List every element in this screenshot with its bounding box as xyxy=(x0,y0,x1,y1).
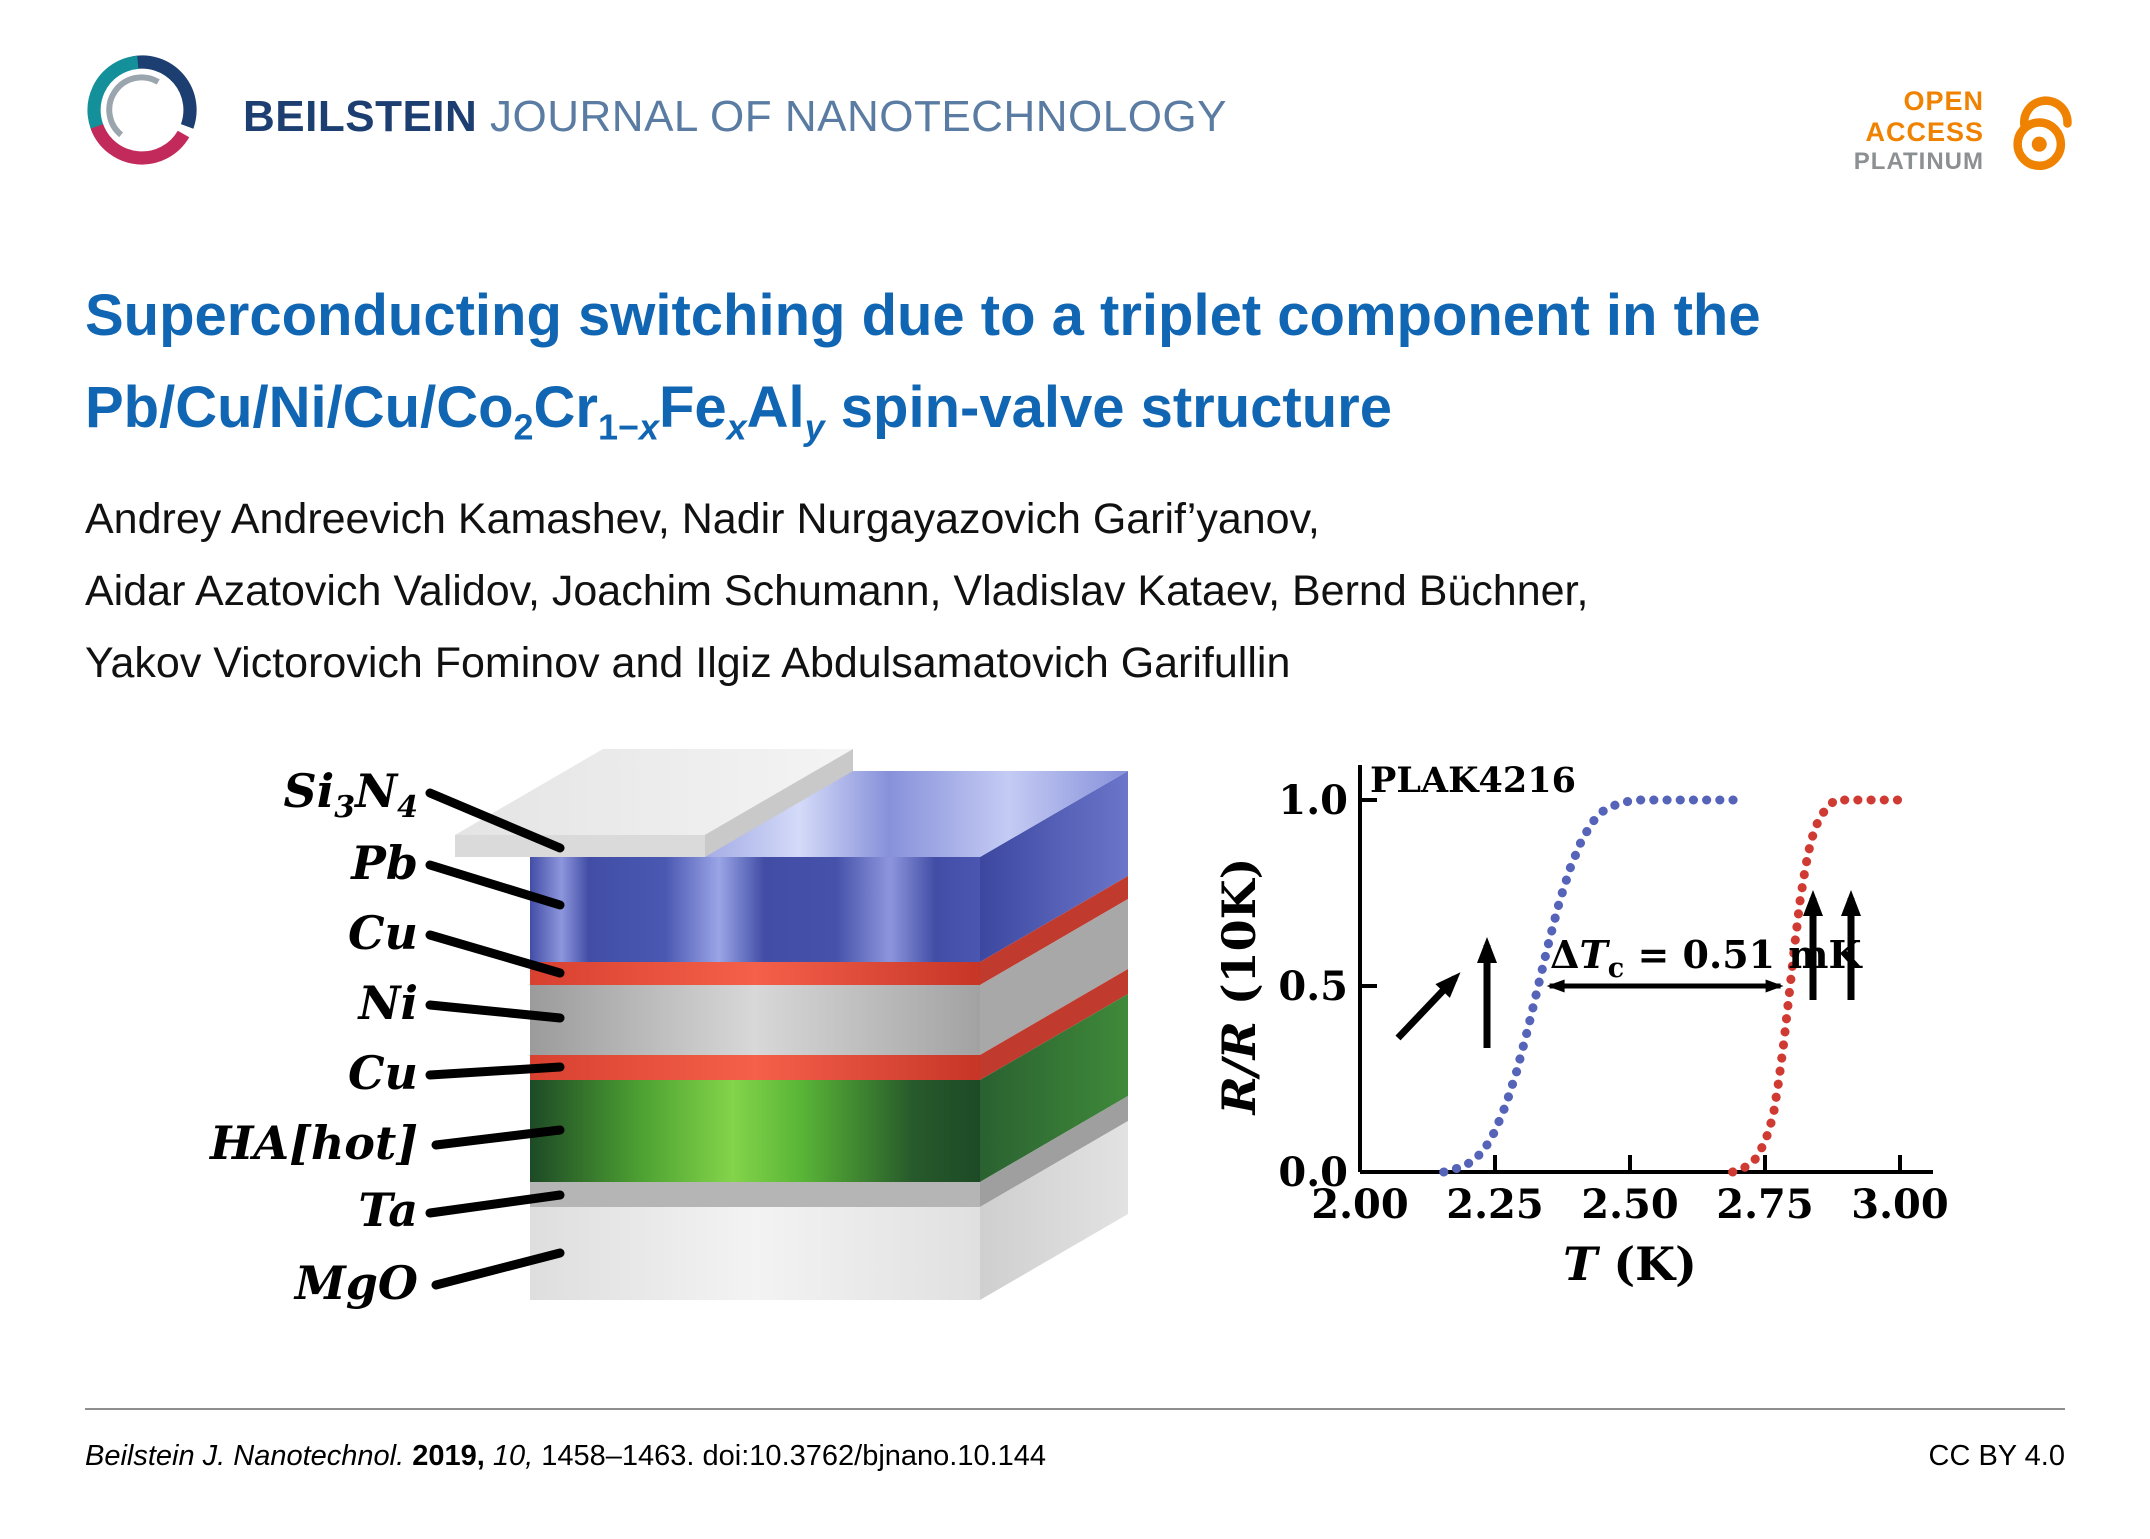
authors-line1: Andrey Andreevich Kamashev, Nadir Nurgay… xyxy=(85,495,1320,543)
layer-mgo-side xyxy=(980,1121,1128,1300)
journal-name: BEILSTEIN JOURNAL OF NANOTECHNOLOGY xyxy=(243,92,1227,142)
layer-ta-side xyxy=(980,1096,1128,1207)
access-label: ACCESS xyxy=(1865,117,1984,148)
tilted-field-arrow-icon xyxy=(1395,972,1461,1041)
sample-label: PLAK4216 xyxy=(1370,760,1576,801)
layer-label-si3n4: Si3N4 xyxy=(284,764,419,825)
open-access-badge: OPEN ACCESS PLATINUM xyxy=(1854,84,2090,178)
layer-si3n4-side xyxy=(705,749,853,857)
layer-label-cu-top: Cu xyxy=(348,906,418,960)
svg-text:0.0: 0.0 xyxy=(1278,1149,1348,1196)
svg-text:3.00: 3.00 xyxy=(1851,1181,1948,1228)
layer-pb-front xyxy=(530,857,980,962)
field-direction-arrows-left xyxy=(1395,937,1497,1048)
svg-text:2.75: 2.75 xyxy=(1716,1181,1813,1228)
layer-ni-side xyxy=(980,899,1128,1055)
page-title: Superconducting switching due to a tripl… xyxy=(85,270,2075,456)
layer-stack-figure: Si3N4 Pb Cu Ni Cu HA[hot] Ta MgO xyxy=(208,749,1128,1310)
svg-text:0.5: 0.5 xyxy=(1278,963,1348,1010)
layer-ha-front xyxy=(530,1080,980,1182)
layer-cu-top-front xyxy=(530,962,980,985)
layer-label-ha: HA[hot] xyxy=(208,1116,418,1170)
layer-cu-bottom-front xyxy=(530,1055,980,1080)
layer-label-ta: Ta xyxy=(358,1183,418,1237)
layer-label-cu-bottom: Cu xyxy=(348,1046,418,1100)
layer-label-pb: Pb xyxy=(349,836,418,890)
footer: Beilstein J. Nanotechnol. 2019, 10, 1458… xyxy=(85,1440,2065,1473)
open-access-text: OPEN ACCESS PLATINUM xyxy=(1854,86,1984,176)
layer-cu-top-side xyxy=(980,876,1128,985)
layer-si3n4-top-face xyxy=(455,749,853,835)
layer-cu-bottom-side xyxy=(980,969,1128,1080)
layer-mgo-front xyxy=(530,1207,980,1300)
authors-line2: Aidar Azatovich Validov, Joachim Schuman… xyxy=(85,566,1589,615)
svg-text:1.0: 1.0 xyxy=(1278,777,1348,824)
citation-journal: Beilstein J. Nanotechnol. xyxy=(85,1440,405,1472)
beilstein-logo-icon xyxy=(87,55,197,165)
footer-divider xyxy=(85,1408,2065,1410)
layer-ha-side xyxy=(980,994,1128,1182)
authors-line3: Yakov Victorovich Fominov and Ilgiz Abdu… xyxy=(85,638,1291,687)
layer-pb-side xyxy=(980,771,1128,962)
open-label: OPEN xyxy=(1903,86,1984,117)
citation-year: 2019, xyxy=(412,1440,485,1472)
citation: Beilstein J. Nanotechnol. 2019, 10, 1458… xyxy=(85,1440,1046,1473)
open-access-lock-icon xyxy=(2013,96,2072,171)
license-label: CC BY 4.0 xyxy=(1928,1440,2065,1472)
journal-name-bold: BEILSTEIN xyxy=(243,92,478,141)
authors: Andrey Andreevich Kamashev, Nadir Nurgay… xyxy=(85,484,1588,699)
layer-si3n4-front xyxy=(455,835,705,857)
y-axis-label: R/R (10K) xyxy=(1215,858,1266,1117)
citation-pages-doi: 1458–1463. doi:10.3762/bjnano.10.144 xyxy=(541,1440,1047,1472)
layer-stack-3d xyxy=(455,749,1128,1300)
svg-text:2.00: 2.00 xyxy=(1311,1181,1408,1228)
layer-label-mgo: MgO xyxy=(293,1256,418,1310)
title-line1: Superconducting switching due to a tripl… xyxy=(85,283,1761,348)
svg-text:2.25: 2.25 xyxy=(1446,1181,1543,1228)
delta-tc-annotation: ΔTc = 0.51 mK xyxy=(1550,932,1864,984)
layer-ta-front xyxy=(530,1182,980,1207)
journal-name-rest: JOURNAL OF NANOTECHNOLOGY xyxy=(490,92,1227,141)
x-axis-label: T (K) xyxy=(1563,1237,1697,1291)
svg-text:2.50: 2.50 xyxy=(1581,1181,1678,1228)
chart-axes-and-series: 0.0 0.5 1.0 2.00 2.25 2.50 2.75 3.00 xyxy=(1278,765,1949,1228)
layer-pointer-lines xyxy=(425,788,565,1290)
title-formula: Pb/Cu/Ni/Cu/Co2Cr1−xFexAly spin-valve st… xyxy=(85,374,1392,448)
field-direction-arrows-right xyxy=(1803,890,1861,1000)
citation-volume: 10, xyxy=(492,1440,534,1472)
layer-label-ni: Ni xyxy=(356,976,418,1030)
layer-ni-front xyxy=(530,985,980,1055)
transition-chart: 0.0 0.5 1.0 2.00 2.25 2.50 2.75 3.00 PLAK4216 T… xyxy=(1215,760,1949,1291)
platinum-label: PLATINUM xyxy=(1853,148,1984,176)
